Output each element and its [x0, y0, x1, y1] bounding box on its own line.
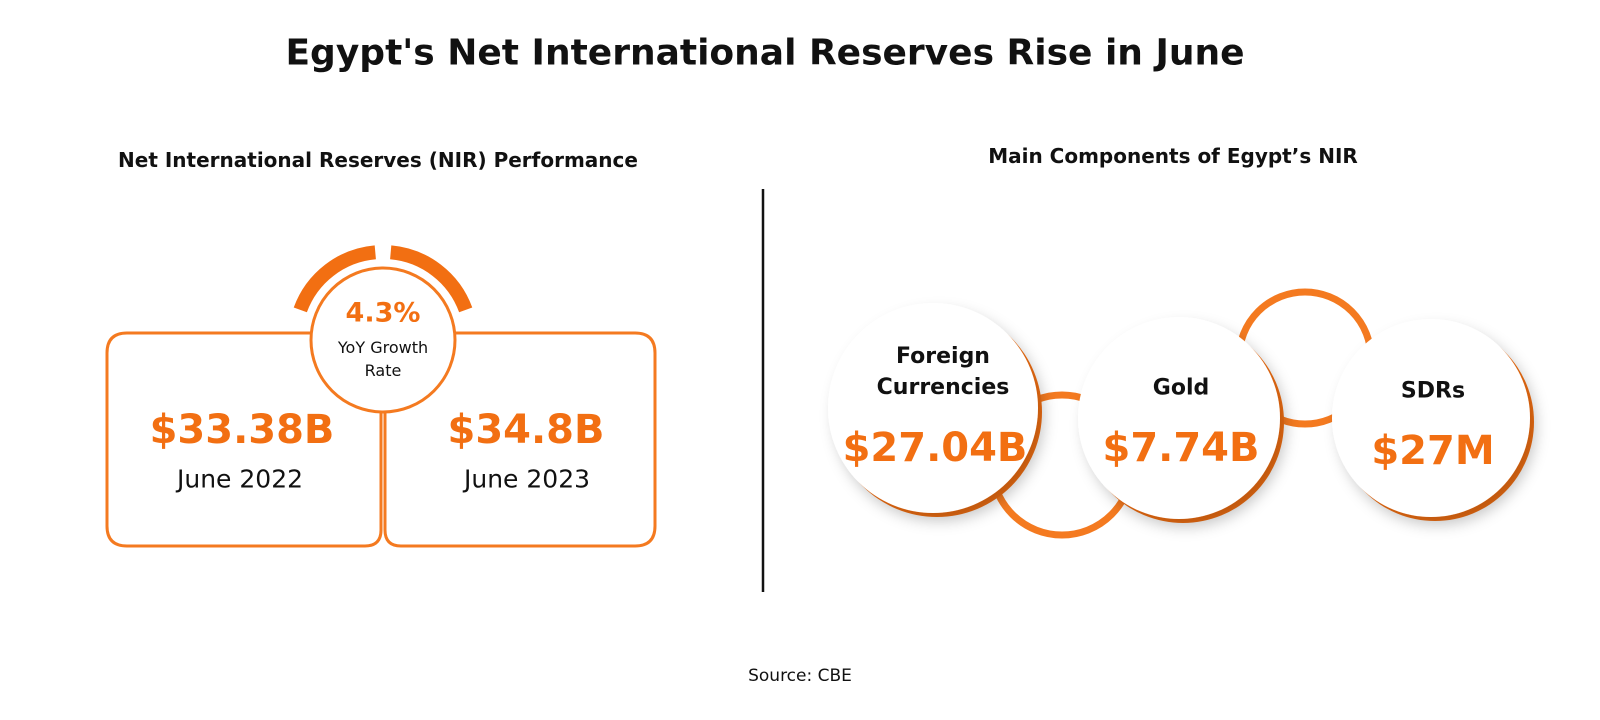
component-value: $27M: [1371, 428, 1495, 474]
left-title: Net International Reserves (NIR) Perform…: [118, 148, 638, 172]
component-name: SDRs: [1400, 378, 1466, 404]
card-value: $33.38B: [149, 407, 335, 453]
component-name: Foreign Currencies: [876, 344, 1010, 400]
card-label: June 2022: [176, 464, 304, 494]
card-outline: [105, 331, 383, 548]
component-circle: [1078, 317, 1280, 519]
component-circle: [828, 303, 1038, 513]
arc: [389, 245, 473, 313]
growth-value: 4.3%: [345, 297, 421, 329]
component-name: Gold: [1152, 375, 1210, 401]
growth-label: YoY Growth Rate: [337, 338, 429, 380]
component-value: $7.74B: [1102, 425, 1260, 471]
title: Egypt's Net International Reserves Rise …: [285, 32, 1245, 74]
card-value: $34.8B: [447, 407, 605, 453]
component-value: $27.04B: [842, 425, 1028, 471]
growth-circle: [309, 266, 457, 414]
card-label: June 2023: [463, 464, 591, 494]
component-circles: [828, 303, 1534, 523]
component-circle: [1332, 319, 1530, 517]
card-outline: [383, 331, 657, 548]
right-title: Main Components of Egypt’s NIR: [988, 144, 1358, 168]
growth-arcs: [293, 245, 473, 313]
source: Source: CBE: [748, 666, 852, 686]
cards-outline: [105, 331, 657, 548]
arc: [293, 245, 377, 313]
